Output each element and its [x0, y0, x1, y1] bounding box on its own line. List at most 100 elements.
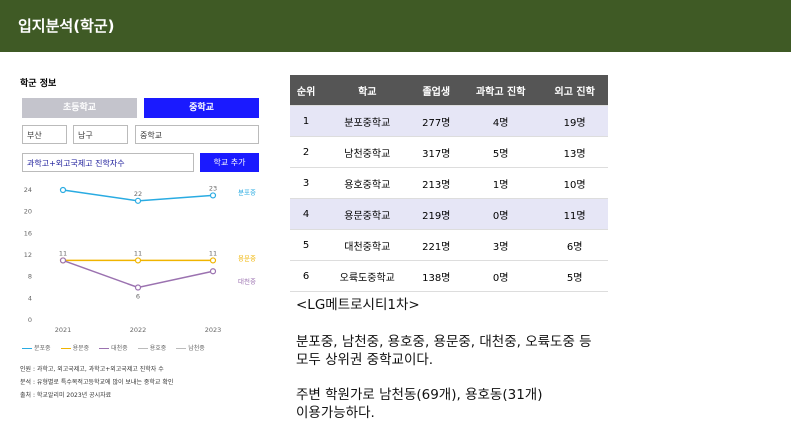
- note: 분석 : 유형별로 특수목적고등학교에 많이 보내는 중학교 확인: [20, 379, 174, 386]
- cell: 317명: [412, 136, 461, 168]
- point: [134, 284, 142, 291]
- legend: 분포중 용문중 대천중 용호중 남천중: [22, 343, 205, 352]
- data-label: 23: [209, 184, 217, 192]
- select[interactable]: 과학고+외고국제고 진학자수: [22, 153, 194, 172]
- table-row: 6 오륙도중학교 138명 0명 5명: [290, 260, 608, 292]
- point: [209, 257, 217, 264]
- cell: 5: [290, 229, 323, 261]
- cell: 용호중학교: [322, 167, 413, 199]
- cell: 분포중학교: [322, 105, 413, 137]
- table-row: 4 용문중학교 219명 0명 11명: [290, 198, 608, 230]
- cell: 5명: [460, 136, 542, 168]
- cell: 4명: [460, 105, 542, 137]
- panel-title: 학군 정보: [20, 79, 57, 89]
- legend-swatch: [22, 343, 32, 349]
- data-label: 22: [134, 190, 142, 198]
- cell: 1: [290, 105, 323, 137]
- chart: 0 4 8 12 16 20 24 2021 2022 2023 22 23 분포중 11 11 11 용문중 6…: [24, 184, 256, 334]
- paragraph-line: 모두 상위권 중학교이다.: [296, 352, 434, 368]
- table-row: 2 남천중학교 317명 5명 13명: [290, 136, 608, 168]
- select[interactable]: 남구: [73, 125, 128, 144]
- select[interactable]: 부산: [22, 125, 67, 144]
- note: 인원 : 과학고, 외고국제고, 과학고+외고국제고 진학자 수: [20, 366, 164, 373]
- end-label: 대천중: [238, 276, 256, 285]
- line: [62, 259, 214, 289]
- cell: 219명: [412, 198, 461, 230]
- header-cell: 과학고 진학: [460, 75, 542, 106]
- legend-swatch: [176, 343, 187, 349]
- y-tick-label: 12: [24, 251, 32, 259]
- header-cell: 순위: [290, 75, 323, 106]
- header-cell: 외고 진학: [541, 75, 608, 106]
- note: 출처 : 학교알리미 2023년 공시자료: [20, 392, 112, 399]
- y-tick-label: 4: [28, 294, 32, 302]
- heading: <LG메트로시티1차>: [296, 297, 420, 313]
- cell: 남천중학교: [322, 136, 413, 168]
- legend-swatch: [137, 343, 148, 349]
- point: [134, 257, 142, 264]
- cell: 3: [290, 167, 323, 199]
- paragraph-line: 이용가능하다.: [296, 405, 375, 421]
- legend-item: 분포중: [22, 343, 51, 352]
- cell: 0명: [460, 260, 542, 292]
- legend-swatch: [60, 343, 71, 349]
- cell: 3명: [460, 229, 542, 261]
- legend-label: 남천중: [188, 345, 205, 352]
- x-tick-label: 2021: [55, 326, 72, 334]
- cell: 277명: [412, 105, 461, 137]
- header-title: 입지분석(학군): [0, 0, 791, 52]
- cell: 221명: [412, 229, 461, 261]
- legend-label: 대천중: [111, 345, 128, 352]
- legend-item: 용문중: [60, 343, 90, 352]
- cell: 용문중학교: [322, 198, 413, 230]
- data-label: 6: [136, 293, 140, 301]
- cell: 138명: [412, 260, 461, 292]
- end-label: 용문중: [238, 254, 256, 262]
- table: 순위 학교 졸업생 과학고 진학 외고 진학 1 분포중학교 277명 4명 19명 2 남천중학교 3…: [290, 75, 608, 292]
- y-tick-label: 16: [24, 229, 32, 237]
- table-header: 순위 학교 졸업생 과학고 진학 외고 진학: [290, 75, 608, 106]
- cell: 11명: [541, 198, 608, 230]
- select[interactable]: 중학교: [135, 125, 259, 144]
- legend-swatch: [99, 343, 110, 349]
- cell: 대천중학교: [322, 229, 413, 261]
- cell: 4: [290, 198, 323, 230]
- data-label: 11: [209, 249, 217, 257]
- table-row: 3 용호중학교 213명 1명 10명: [290, 167, 608, 199]
- cell: 5명: [541, 260, 608, 292]
- x-tick-label: 2022: [130, 326, 147, 334]
- point: [209, 192, 217, 199]
- cell: 2: [290, 136, 323, 168]
- cell: 19명: [541, 105, 608, 137]
- y-tick-label: 0: [28, 316, 32, 324]
- cell: 213명: [412, 167, 461, 199]
- point: [59, 257, 67, 264]
- tab[interactable]: 초등학교: [22, 98, 137, 118]
- legend-label: 용문중: [72, 345, 90, 352]
- add-button[interactable]: 학교 추가: [200, 153, 259, 172]
- legend-item: 남천중: [176, 343, 205, 352]
- cell: 10명: [541, 167, 608, 199]
- cell: 13명: [541, 136, 608, 168]
- y-tick-label: 24: [24, 186, 32, 194]
- point: [59, 186, 67, 194]
- cell: 오륙도중학교: [322, 260, 413, 292]
- y-tick-label: 20: [24, 208, 32, 216]
- legend-item: 대천중: [99, 343, 128, 352]
- cell: 1명: [460, 167, 542, 199]
- data-label: 11: [134, 249, 142, 257]
- y-tick-label: 8: [28, 273, 32, 281]
- tab[interactable]: 중학교: [144, 98, 259, 118]
- data-label: 11: [59, 249, 67, 257]
- cell: 6명: [541, 229, 608, 261]
- legend-label: 분포중: [34, 345, 51, 352]
- header-cell: 학교: [322, 75, 413, 106]
- point: [209, 268, 217, 275]
- cell: 6: [290, 260, 323, 292]
- table-row: 5 대천중학교 221명 3명 6명: [290, 229, 608, 261]
- table-row: 1 분포중학교 277명 4명 19명: [290, 105, 608, 137]
- header-cell: 졸업생: [412, 75, 461, 106]
- paragraph-line: 주변 학원가로 남천동(69개), 용호동(31개): [296, 387, 543, 403]
- x-tick-label: 2023: [205, 326, 222, 334]
